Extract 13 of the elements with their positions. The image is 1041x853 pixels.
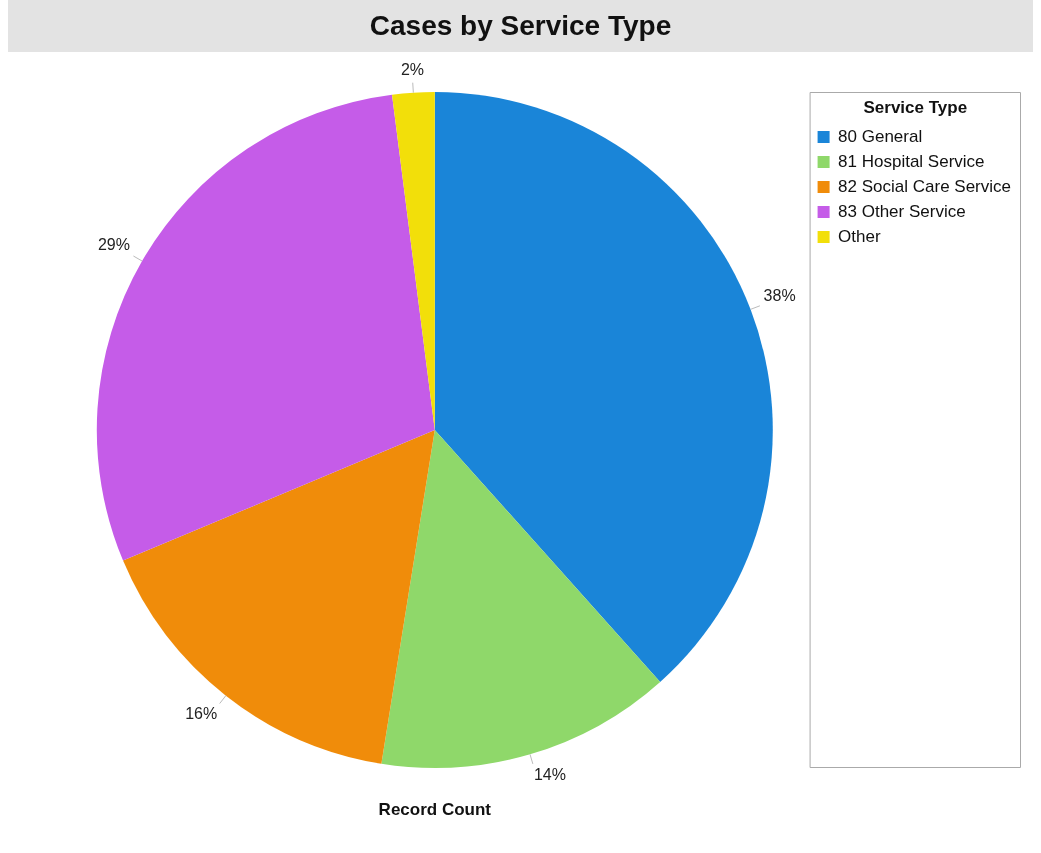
data-label: 2% bbox=[400, 61, 425, 79]
legend-label: 80 General bbox=[838, 126, 923, 146]
legend-label: 81 Hospital Service bbox=[838, 151, 985, 171]
data-label: 29% bbox=[97, 236, 130, 254]
chart-title: Cases by Service Type bbox=[8, 0, 1033, 52]
data-label: 16% bbox=[185, 705, 218, 723]
legend-label: 83 Other Service bbox=[838, 201, 966, 221]
legend-label: 82 Social Care Service bbox=[838, 176, 1012, 196]
text: Record Count bbox=[378, 800, 492, 820]
legend-label: Other bbox=[838, 226, 881, 246]
data-label: 38% bbox=[763, 286, 796, 304]
legend-title: Service Type bbox=[863, 98, 968, 118]
data-label: 14% bbox=[533, 766, 566, 784]
